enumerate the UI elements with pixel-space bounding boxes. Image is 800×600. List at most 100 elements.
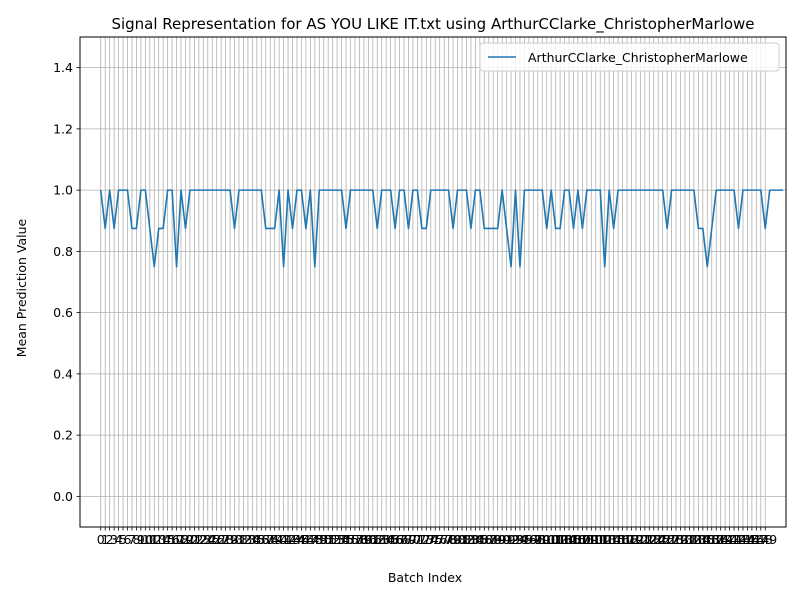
- x-tick-label: 96: [521, 532, 537, 547]
- legend-box: [479, 42, 780, 72]
- x-tick-label: 64: [378, 532, 394, 547]
- y-tick-label: 1.2: [53, 121, 73, 136]
- y-tick-label: 0.0: [53, 489, 73, 504]
- x-tick-label: 105: [557, 532, 581, 547]
- x-tick-label: 99: [534, 532, 550, 547]
- x-tick-label: 112: [588, 532, 612, 547]
- x-tick-label: 30: [227, 532, 243, 547]
- x-tick-label: 9: [137, 532, 145, 547]
- x-tick-label: 130: [669, 532, 693, 547]
- x-tick-label: 65: [383, 532, 399, 547]
- x-tick-label: 93: [508, 532, 524, 547]
- x-tick-label: 11: [142, 532, 158, 547]
- x-tick-label: 75: [427, 532, 443, 547]
- x-tick-label: 47: [302, 532, 318, 547]
- x-tick-label: 106: [562, 532, 586, 547]
- x-tick-label: 141: [718, 532, 742, 547]
- x-tick-label: 136: [695, 532, 719, 547]
- x-tick-label: 132: [678, 532, 702, 547]
- x-tick-label: 8: [132, 532, 140, 547]
- plot-frame: [79, 36, 787, 528]
- x-tick-label: 53: [329, 532, 345, 547]
- x-tick-label: 13: [151, 532, 167, 547]
- x-tick-label: 5: [119, 532, 127, 547]
- x-tick-label: 86: [476, 532, 492, 547]
- series-layer: [99, 189, 784, 268]
- x-tick-label: 73: [418, 532, 434, 547]
- x-tick-label: 32: [236, 532, 252, 547]
- x-tick-label: 131: [673, 532, 697, 547]
- x-tick-label: 40: [271, 532, 287, 547]
- x-tick-label: 107: [566, 532, 590, 547]
- x-tick-label: 18: [173, 532, 189, 547]
- x-tick-label: 12: [146, 532, 162, 547]
- x-tick-label: 120: [624, 532, 648, 547]
- x-tick-label: 2: [106, 532, 114, 547]
- x-tick-label: 24: [200, 532, 216, 547]
- x-tick-label: 77: [436, 532, 452, 547]
- x-tick-label: 87: [481, 532, 497, 547]
- x-tick-label: 102: [544, 532, 568, 547]
- x-tick-label: 41: [276, 532, 292, 547]
- x-tick-label: 10: [137, 532, 153, 547]
- x-tick-label: 134: [686, 532, 710, 547]
- x-tick-label: 35: [249, 532, 265, 547]
- x-tick-label: 90: [494, 532, 510, 547]
- x-tick-label: 138: [704, 532, 728, 547]
- x-tick-label: 148: [749, 532, 773, 547]
- x-tick-label: 19: [178, 532, 194, 547]
- x-tick-label: 142: [722, 532, 746, 547]
- y-tick-label: 0.4: [53, 366, 73, 381]
- x-tick-label: 7: [128, 532, 136, 547]
- x-tick-label: 78: [441, 532, 457, 547]
- x-tick-label: 31: [231, 532, 247, 547]
- x-tick-label: 143: [727, 532, 751, 547]
- x-tick-label: 121: [628, 532, 652, 547]
- x-tick-label: 51: [320, 532, 336, 547]
- x-tick-label: 114: [597, 532, 621, 547]
- y-tick-label: 1.0: [53, 183, 73, 198]
- grid: [80, 37, 786, 527]
- x-tick-label: 140: [713, 532, 737, 547]
- y-axis: 0.0 0.2 0.4 0.6 0.8 1.0 1.2 1.4: [53, 60, 80, 504]
- x-tick-label: 108: [570, 532, 594, 547]
- x-tick-label: 49: [311, 532, 327, 547]
- x-tick-label: 104: [553, 532, 577, 547]
- x-tick-label: 52: [325, 532, 341, 547]
- chart-title: Signal Representation for AS YOU LIKE IT…: [111, 15, 754, 34]
- x-tick-label: 4: [115, 532, 123, 547]
- x-tick-label: 89: [490, 532, 506, 547]
- x-tick-label: 46: [298, 532, 314, 547]
- x-tick-label: 115: [602, 532, 626, 547]
- x-tick-label: 137: [700, 532, 724, 547]
- x-tick-label: 82: [458, 532, 474, 547]
- x-tick-label: 59: [356, 532, 372, 547]
- x-tick-label: 116: [606, 532, 630, 547]
- legend: ArthurCClarke_ChristopherMarlowe: [479, 42, 780, 72]
- x-tick-label: 80: [450, 532, 466, 547]
- x-tick-label: 66: [387, 532, 403, 547]
- x-tick-label: 79: [445, 532, 461, 547]
- x-tick-label: 14: [155, 532, 171, 547]
- x-tick-label: 33: [240, 532, 256, 547]
- x-tick-label: 109: [575, 532, 599, 547]
- x-tick-label: 27: [213, 532, 229, 547]
- x-tick-label: 129: [664, 532, 688, 547]
- x-tick-label: 45: [293, 532, 309, 547]
- x-tick-label: 63: [374, 532, 390, 547]
- x-tick-label: 110: [579, 532, 603, 547]
- x-tick-label: 123: [637, 532, 661, 547]
- x-tick-label: 94: [512, 532, 528, 547]
- x-tick-label: 28: [218, 532, 234, 547]
- x-tick-label: 60: [360, 532, 376, 547]
- x-tick-label: 1: [101, 532, 109, 547]
- x-tick-label: 55: [338, 532, 354, 547]
- x-tick-label: 62: [369, 532, 385, 547]
- y-axis-label: Mean Prediction Value: [14, 218, 29, 357]
- x-tick-label: 122: [633, 532, 657, 547]
- x-tick-label: 23: [195, 532, 211, 547]
- x-tick-label: 68: [396, 532, 412, 547]
- x-tick-label: 119: [620, 532, 644, 547]
